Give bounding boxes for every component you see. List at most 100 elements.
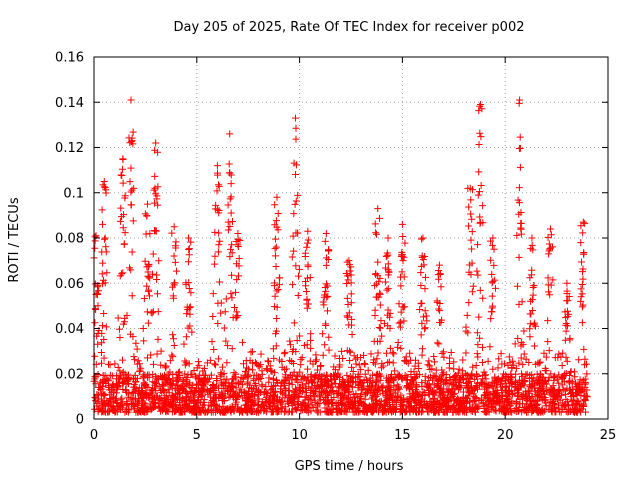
data-point [302, 288, 310, 296]
data-point [544, 386, 552, 394]
data-point [583, 370, 591, 378]
data-point [373, 378, 381, 386]
data-point [186, 322, 194, 330]
data-point [383, 286, 391, 294]
data-point [469, 186, 477, 194]
data-point [457, 374, 465, 382]
data-point [347, 290, 355, 298]
data-point [150, 403, 158, 411]
data-point [307, 336, 315, 344]
data-point [110, 383, 118, 391]
data-point [578, 303, 586, 311]
data-point [315, 384, 323, 392]
data-point [477, 379, 485, 387]
data-point [135, 407, 143, 415]
data-point [308, 377, 316, 385]
data-point [347, 299, 355, 307]
data-point [281, 348, 289, 356]
data-point [95, 405, 103, 413]
data-point [152, 399, 160, 407]
data-point [375, 293, 383, 301]
data-point [280, 366, 288, 374]
data-point [487, 256, 495, 264]
data-point [280, 377, 288, 385]
data-point [151, 403, 159, 411]
data-point [232, 238, 240, 246]
data-point [406, 349, 414, 357]
data-point [502, 395, 510, 403]
data-point [214, 355, 222, 363]
data-point [435, 261, 443, 269]
data-point [386, 344, 394, 352]
data-point [385, 358, 393, 366]
data-point [565, 310, 573, 318]
data-point [323, 390, 331, 398]
data-point [417, 282, 425, 290]
data-point [170, 223, 178, 231]
data-point [582, 408, 590, 416]
data-point [215, 241, 223, 249]
data-point [269, 408, 277, 416]
data-point [580, 249, 588, 257]
data-point [175, 368, 183, 376]
data-point [402, 358, 410, 366]
data-point [385, 267, 393, 275]
data-point [116, 325, 124, 333]
data-point [143, 393, 151, 401]
data-point [162, 396, 170, 404]
data-point [215, 229, 223, 237]
data-point [376, 289, 384, 297]
data-point [304, 365, 312, 373]
data-point [570, 396, 578, 404]
data-point [328, 399, 336, 407]
data-point [121, 318, 129, 326]
data-point [464, 383, 472, 391]
data-point [243, 400, 251, 408]
data-point [373, 355, 381, 363]
data-point [425, 357, 433, 365]
data-point [265, 374, 273, 382]
data-point [381, 405, 389, 413]
data-point [490, 379, 498, 387]
data-point [169, 331, 177, 339]
data-point [517, 208, 525, 216]
data-point [99, 390, 107, 398]
data-point [378, 384, 386, 392]
data-point [304, 376, 312, 384]
data-point [371, 360, 379, 368]
data-point [321, 341, 329, 349]
data-point [223, 359, 231, 367]
data-point [515, 389, 523, 397]
data-point [450, 365, 458, 373]
data-point [390, 375, 398, 383]
data-point [438, 366, 446, 374]
data-point [526, 333, 534, 341]
data-point [323, 307, 331, 315]
data-point [98, 280, 106, 288]
data-point [356, 377, 364, 385]
data-point [102, 323, 110, 331]
data-point [347, 279, 355, 287]
data-point [384, 234, 392, 242]
data-point [570, 408, 578, 416]
data-point [440, 353, 448, 361]
data-point [441, 408, 449, 416]
data-point [478, 378, 486, 386]
data-point [248, 391, 256, 399]
data-point [173, 267, 181, 275]
data-point [513, 231, 521, 239]
data-point [265, 402, 273, 410]
data-point [492, 400, 500, 408]
data-point [344, 378, 352, 386]
data-point [166, 368, 174, 376]
data-point [567, 367, 575, 375]
data-point [117, 171, 125, 179]
data-point [528, 234, 536, 242]
data-point [432, 373, 440, 381]
data-point [418, 252, 426, 260]
data-point [476, 213, 484, 221]
data-point [116, 373, 124, 381]
data-point [528, 374, 536, 382]
data-point [558, 361, 566, 369]
data-point [149, 387, 157, 395]
